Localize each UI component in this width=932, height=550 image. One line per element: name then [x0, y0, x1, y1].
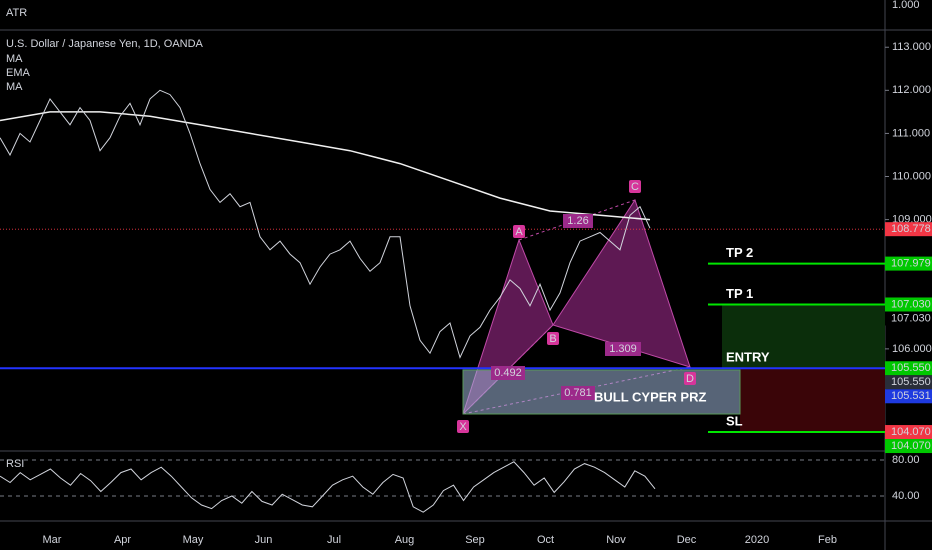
time-tick-label: Jun	[255, 534, 273, 546]
point-badge	[457, 420, 469, 433]
ratio-badge	[561, 386, 595, 400]
atr-tick-label: 1.000	[892, 0, 920, 11]
price-tick-label: 113.000	[892, 41, 931, 53]
time-tick-label: Mar	[43, 534, 62, 546]
rsi-tick-label: 80.00	[892, 454, 920, 466]
ratio-label: 0.781	[564, 387, 592, 399]
level-label: ENTRY	[726, 350, 770, 365]
point-label: A	[515, 226, 523, 238]
price-tick-label: 112.000	[892, 84, 931, 96]
price-marker-label: 104.070	[891, 426, 931, 438]
point-label: B	[549, 333, 556, 345]
time-tick-label: Apr	[114, 534, 131, 546]
time-tick-label: Nov	[606, 534, 626, 546]
rsi-tick-label: 40.00	[892, 490, 920, 502]
time-tick-label: Dec	[677, 534, 697, 546]
price-marker-label: 104.070	[891, 440, 931, 452]
price-marker-label: 108.778	[891, 223, 931, 235]
profit-zone	[722, 305, 885, 368]
price-tick-label: 110.000	[892, 170, 931, 182]
price-tick-label: 111.000	[892, 127, 930, 139]
time-tick-label: Sep	[465, 534, 485, 546]
price-tick-label: 106.000	[892, 343, 932, 355]
pattern-points: X A B C D	[457, 180, 696, 433]
price-marker	[885, 311, 932, 326]
indicator-label: MA	[6, 53, 23, 65]
level-label: TP 2	[726, 245, 753, 260]
point-label: D	[686, 373, 694, 385]
loss-zone	[740, 368, 885, 432]
ratio-label: 1.26	[567, 215, 588, 227]
price-marker	[885, 375, 932, 390]
time-tick-label: Feb	[818, 534, 837, 546]
time-tick-label: Oct	[537, 534, 554, 546]
time-tick-label: May	[183, 534, 204, 546]
pattern-title: BULL CYPER PRZ	[594, 389, 706, 404]
price-marker-label: 105.531	[891, 390, 931, 402]
rsi-label: RSI	[6, 458, 24, 470]
point-label: X	[459, 421, 467, 433]
price-line	[0, 89, 651, 359]
price-marker	[885, 297, 932, 312]
ratio-label: 0.492	[494, 367, 522, 379]
price-marker	[885, 256, 932, 271]
point-badge	[629, 180, 641, 193]
ratio-label: 1.309	[609, 343, 637, 355]
price-marker	[885, 425, 932, 440]
indicator-label: MA	[6, 81, 23, 93]
time-tick-label: Jul	[327, 534, 341, 546]
point-badge	[513, 225, 525, 238]
atr-label: ATR	[6, 7, 27, 19]
ma-line	[0, 111, 651, 221]
price-marker-label: 107.979	[891, 258, 931, 270]
price-marker	[885, 361, 932, 376]
price-marker	[885, 439, 932, 454]
point-label: C	[631, 181, 639, 193]
level-label: SL	[726, 413, 743, 428]
time-tick-label: 2020	[745, 534, 769, 546]
price-marker-label: 105.550	[891, 362, 931, 374]
point-badge	[547, 332, 559, 345]
price-marker	[885, 389, 932, 404]
ratio-badge	[605, 342, 641, 356]
point-badge	[684, 372, 696, 385]
price-marker-label: 107.030	[891, 312, 931, 324]
price-marker-label: 107.030	[891, 298, 931, 310]
indicator-label: EMA	[6, 67, 31, 79]
level-label: TP 1	[726, 286, 753, 301]
ratio-badge	[563, 214, 593, 228]
symbol-title: U.S. Dollar / Japanese Yen, 1D, OANDA	[6, 38, 204, 50]
price-marker-label: 105.550	[891, 376, 931, 388]
ratio-badge	[491, 366, 525, 380]
time-tick-label: Aug	[395, 534, 415, 546]
rsi-line	[0, 461, 656, 513]
price-marker	[885, 222, 932, 237]
